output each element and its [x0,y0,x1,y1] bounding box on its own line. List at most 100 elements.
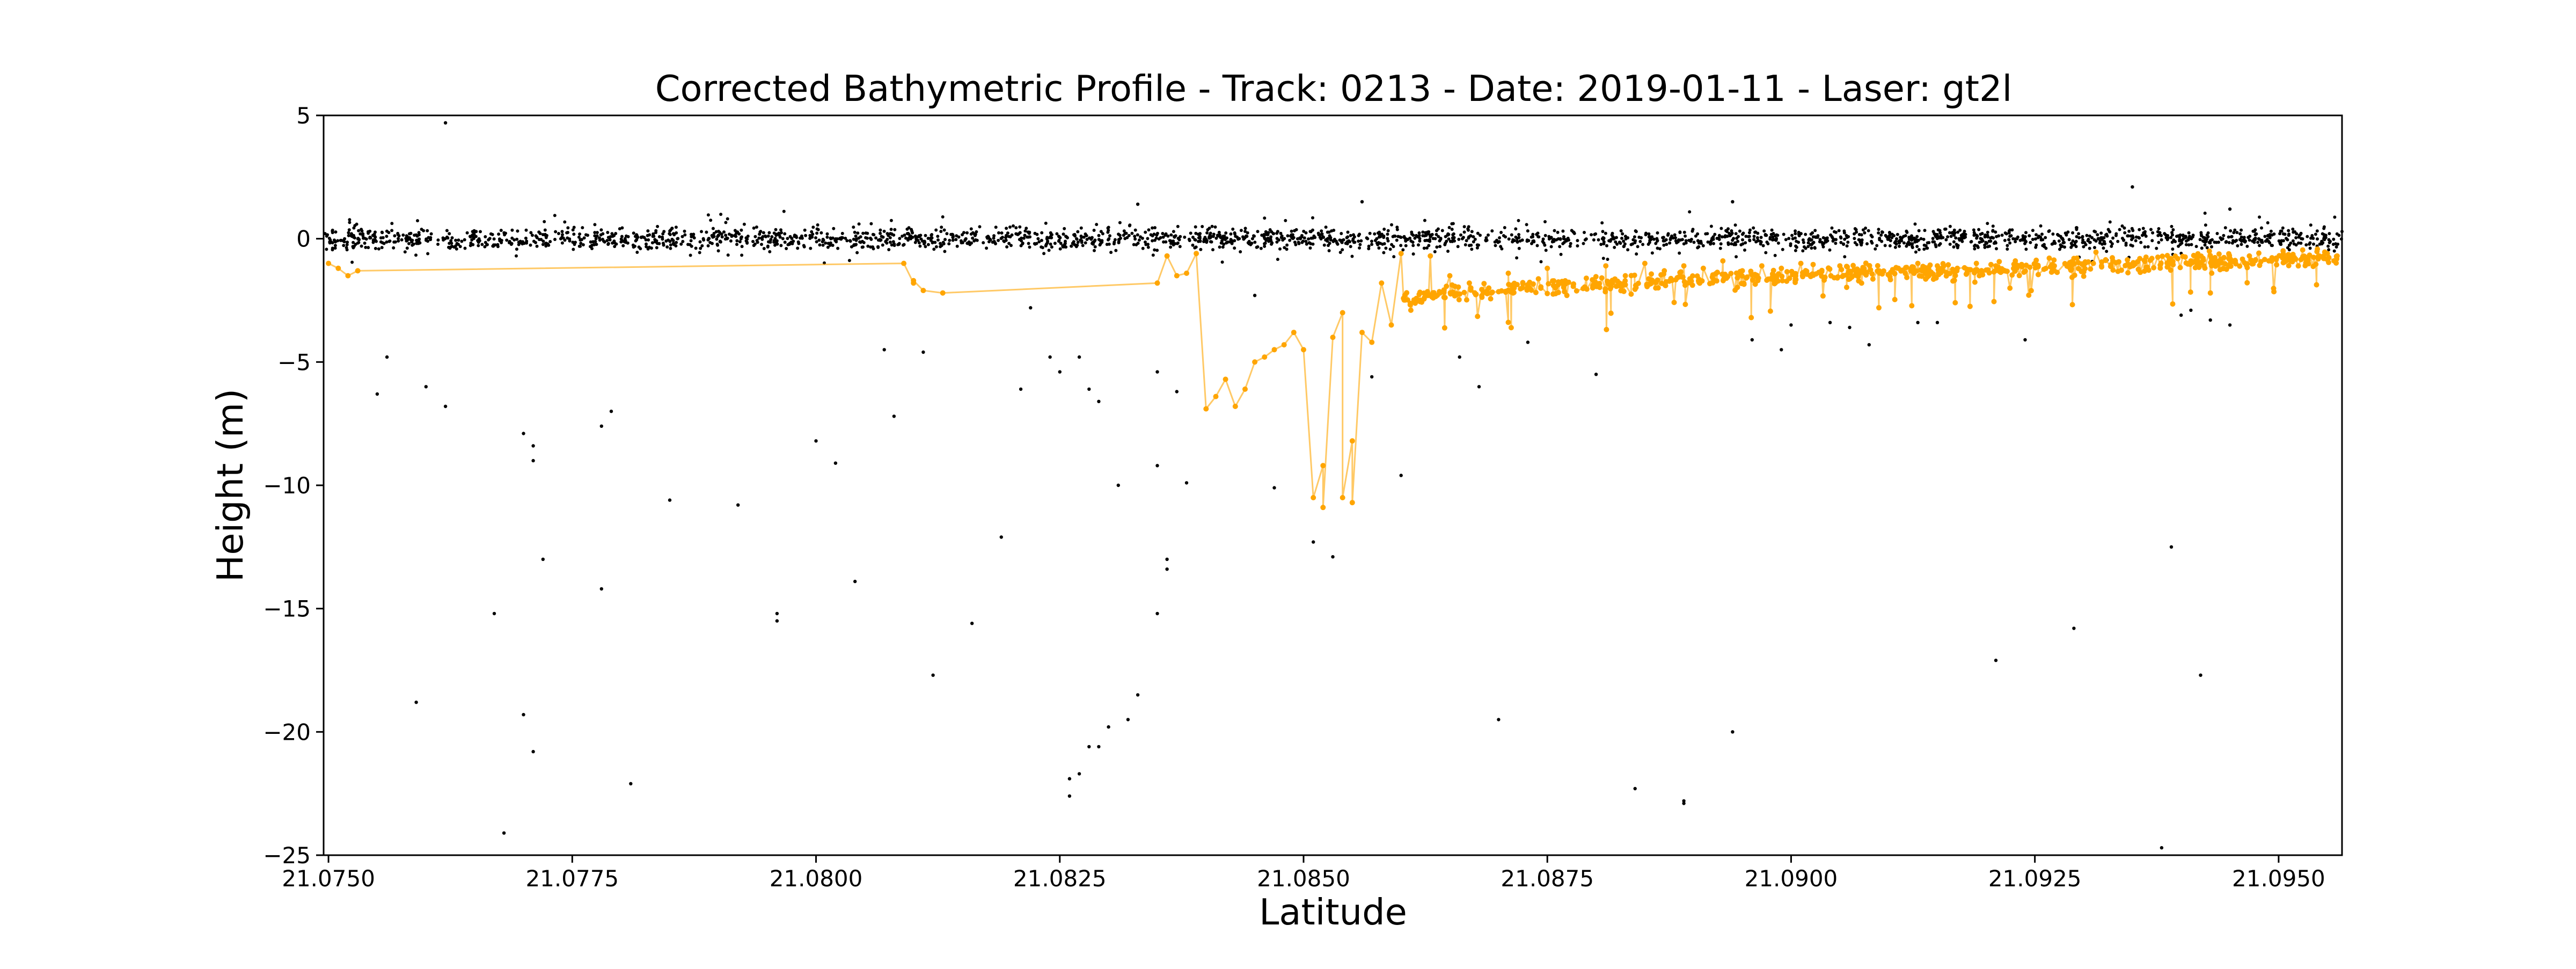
surface-photon-point [1813,235,1817,239]
surface-photon-point [1834,242,1838,245]
surface-photon-point [1250,237,1254,241]
surface-photon-point [2294,236,2298,239]
surface-photon-point [1169,242,1173,245]
surface-photon-point [1719,227,1723,230]
surface-photon-point [1544,249,1548,252]
surface-photon-point [1313,236,1317,239]
surface-photon-point [1358,243,1362,246]
bathymetry-point [2110,267,2116,273]
surface-photon-point [1699,239,1703,243]
surface-photon-point [2008,228,2012,232]
surface-photon-point [1304,231,1308,235]
bathymetry-point [1715,269,1720,275]
surface-photon-point [1417,243,1420,247]
surface-photon-point [831,244,835,247]
surface-photon-point [755,239,759,242]
surface-photon-point [2024,231,2028,235]
surface-photon-point [1370,243,1374,246]
bathymetry-point [1680,274,1686,280]
surface-photon-point [590,247,594,250]
surface-photon-point [934,245,938,249]
surface-photon-point [436,238,440,242]
bathymetry-point [1967,303,1973,309]
outlier-photon-point [629,782,633,786]
surface-photon-point [2257,237,2260,241]
surface-photon-point [2187,243,2191,247]
outlier-photon-point [1458,355,1461,359]
surface-photon-point [794,234,798,238]
bathymetry-point [1714,278,1719,284]
surface-photon-point [2008,241,2012,245]
surface-photon-point [1141,246,1145,250]
outlier-photon-point [1087,387,1091,391]
outlier-photon-point [1155,464,1159,468]
bathymetry-point [1869,271,1875,277]
surface-photon-point [1428,238,1431,242]
surface-photon-point [740,245,744,249]
bathymetry-point [1911,264,1916,270]
surface-photon-point [1451,222,1455,225]
surface-photon-point [2035,243,2038,247]
surface-photon-point [333,244,337,247]
surface-photon-point [1462,230,1466,234]
surface-photon-point [1975,235,1979,238]
surface-photon-point [1209,231,1212,235]
bathymetry-point [1915,260,1921,266]
bathymetry-point [2118,267,2124,273]
surface-photon-point [728,232,731,236]
surface-photon-point [524,236,528,240]
surface-photon-point [1168,239,1172,243]
surface-photon-point [538,232,542,235]
surface-photon-point [1122,229,1126,233]
surface-photon-point [1902,241,1906,245]
surface-photon-point [2021,238,2025,242]
surface-photon-point [2190,243,2193,246]
surface-photon-point [1549,236,1553,239]
surface-photon-point [2248,235,2252,238]
surface-photon-point [1719,242,1723,246]
bathymetry-point [2155,254,2161,260]
bathymetry-point [1466,280,1472,286]
bathymetry-point [1798,260,1804,266]
surface-photon-point [879,228,882,232]
surface-photon-point [364,237,368,241]
x-tick-label: 21.0850 [1257,865,1350,892]
surface-photon-point [1155,231,1159,235]
surface-photon-point [1040,231,1044,235]
outlier-photon-point [1077,772,1081,776]
surface-photon-point [1411,252,1415,256]
surface-photon-point [1752,235,1756,238]
surface-photon-point [1606,258,1609,261]
surface-photon-point [1048,236,1052,239]
surface-photon-point [353,236,356,240]
surface-photon-point [898,237,902,241]
surface-photon-point [361,232,365,236]
surface-photon-point [2160,234,2163,237]
surface-photon-point [1092,229,1096,232]
surface-photon-point [486,243,489,246]
surface-photon-point [797,242,801,245]
surface-photon-point [416,242,420,245]
surface-photon-point [614,242,618,246]
surface-photon-point [690,232,693,236]
surface-photon-point [445,229,449,232]
surface-photon-point [1601,230,1605,234]
surface-photon-point [1762,229,1766,233]
surface-photon-point [2081,235,2084,238]
surface-photon-point [1802,241,1805,244]
surface-photon-point [1301,239,1305,243]
outlier-photon-point [1594,373,1598,376]
surface-photon-point [942,228,946,232]
bathymetry-point [2286,263,2292,268]
surface-photon-point [1154,236,1158,240]
bathymetry-point [1699,278,1705,284]
surface-photon-point [1543,234,1547,237]
bathymetry-point [1904,265,1909,271]
bathymetry-point [1531,281,1536,287]
surface-photon-point [1619,242,1622,245]
surface-photon-point [465,231,469,235]
surface-photon-point [1210,240,1213,244]
surface-photon-point [2108,220,2112,224]
surface-photon-point [2255,232,2258,236]
surface-photon-point [924,245,927,249]
